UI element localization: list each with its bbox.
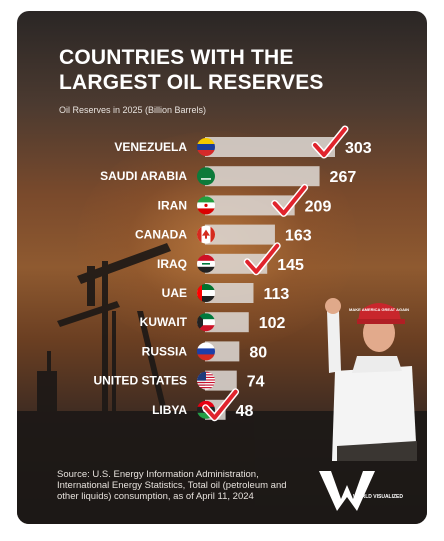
country-label: UNITED STATES bbox=[93, 374, 187, 388]
country-label: CANADA bbox=[135, 228, 187, 242]
person-illustration: MAKE AMERICA GREAT AGAIN bbox=[325, 298, 417, 461]
flag-stripe bbox=[197, 266, 215, 273]
flag-stripe bbox=[197, 144, 215, 151]
iran-flag-icon bbox=[197, 196, 215, 215]
bar-row: KUWAIT 102 bbox=[140, 312, 286, 333]
country-label: KUWAIT bbox=[140, 315, 188, 329]
page-title: COUNTRIES WITH THE LARGEST OIL RESERVES bbox=[59, 46, 324, 94]
value-label: 303 bbox=[345, 140, 372, 157]
flag-stripe bbox=[197, 342, 215, 349]
flag-stripe bbox=[197, 380, 215, 382]
flag-stripe bbox=[197, 388, 215, 390]
checkmark-icon bbox=[202, 388, 240, 422]
flag-stripe bbox=[197, 284, 215, 291]
country-label: LIBYA bbox=[152, 403, 187, 417]
flag-stripe bbox=[197, 383, 215, 385]
canada-flag-icon bbox=[197, 225, 215, 244]
flag-stripe bbox=[197, 325, 215, 332]
iraq-flag-icon bbox=[197, 254, 215, 273]
logo-text: WORLD VISUALIZED bbox=[353, 494, 403, 500]
bar-row: SAUDI ARABIA 267 bbox=[100, 166, 357, 187]
country-label: IRAQ bbox=[157, 257, 187, 271]
flag-stripe bbox=[197, 381, 215, 384]
flag-sword bbox=[201, 178, 211, 180]
checkmark-stroke bbox=[313, 127, 347, 157]
country-label: SAUDI ARABIA bbox=[100, 169, 187, 183]
bar-row: IRAQ 145 bbox=[157, 253, 304, 274]
source-note: Source: U.S. Energy Information Administ… bbox=[57, 469, 287, 502]
united-states-flag-icon bbox=[197, 371, 215, 390]
value-label: 102 bbox=[259, 315, 286, 332]
flag-stripe bbox=[197, 208, 215, 215]
flag-stripe bbox=[197, 290, 215, 297]
flag-stripe bbox=[197, 296, 215, 302]
uae-flag-icon bbox=[197, 284, 215, 302]
flag-stripe bbox=[197, 138, 215, 145]
bar-row: RUSSIA 80 bbox=[142, 341, 267, 362]
bar bbox=[205, 341, 240, 362]
venezuela-flag-icon bbox=[197, 138, 215, 156]
flag-stripe bbox=[197, 196, 215, 203]
checkmark-icon bbox=[243, 242, 281, 276]
country-label: VENEZUELA bbox=[114, 140, 187, 154]
flag-stripe bbox=[197, 319, 215, 326]
flag-band bbox=[197, 284, 202, 302]
flag-stripe bbox=[197, 354, 215, 361]
flag-stripe bbox=[197, 254, 215, 262]
kuwait-flag-icon bbox=[197, 313, 215, 332]
russia-flag-icon bbox=[197, 342, 215, 361]
value-label: 48 bbox=[236, 403, 254, 420]
bar bbox=[205, 224, 275, 245]
bar-row: IRAN 209 bbox=[158, 195, 332, 216]
bar-row: CANADA 163 bbox=[135, 224, 312, 245]
flag-band bbox=[210, 225, 215, 244]
country-label: UAE bbox=[162, 286, 187, 300]
flag-trapezoid bbox=[197, 313, 203, 332]
hat-text: MAKE AMERICA GREAT AGAIN bbox=[349, 307, 409, 312]
bar-row: UAE 113 bbox=[162, 283, 289, 303]
flag-band bbox=[197, 225, 202, 244]
bar bbox=[205, 312, 249, 333]
value-label: 267 bbox=[330, 169, 357, 186]
country-label: IRAN bbox=[158, 198, 187, 212]
value-label: 145 bbox=[277, 257, 304, 274]
flag-canton bbox=[197, 371, 206, 381]
flag-stripe bbox=[197, 150, 215, 156]
flag-emblem bbox=[204, 203, 208, 207]
bar-chart: VENEZUELA 303 SAUDI ARABIA 267 IRAN 209 CANADA… bbox=[93, 125, 372, 422]
bar bbox=[205, 283, 254, 303]
value-label: 80 bbox=[249, 344, 267, 361]
flag-stripe bbox=[197, 412, 215, 419]
flag-field bbox=[197, 167, 215, 186]
flag-script bbox=[202, 263, 210, 265]
country-label: RUSSIA bbox=[142, 344, 188, 358]
flag-stripe bbox=[197, 384, 215, 386]
flag-stripe bbox=[197, 400, 215, 408]
checkmark-icon bbox=[271, 183, 309, 217]
bar-row: VENEZUELA 303 bbox=[114, 137, 372, 157]
flag-stripe bbox=[197, 313, 215, 320]
bar-row: UNITED STATES 74 bbox=[93, 370, 265, 391]
world-visualized-logo-icon bbox=[319, 471, 375, 511]
infographic-card: MAKE AMERICA GREAT AGAIN COUNTRIES WITH … bbox=[17, 11, 427, 524]
flag-leaf bbox=[202, 229, 210, 239]
chart-subtitle: Oil Reserves in 2025 (Billion Barrels) bbox=[59, 105, 207, 115]
bar bbox=[205, 137, 335, 157]
value-label: 163 bbox=[285, 228, 312, 245]
checkmark-stroke bbox=[245, 243, 280, 274]
checkmark-stroke bbox=[272, 185, 307, 216]
flag-stripe bbox=[197, 387, 215, 389]
flag-stripe bbox=[197, 348, 215, 355]
value-label: 209 bbox=[305, 198, 332, 215]
checkmark-stroke bbox=[203, 389, 238, 420]
bar bbox=[205, 195, 295, 216]
saudi-arabia-flag-icon bbox=[197, 167, 215, 186]
flag-stripe bbox=[197, 385, 215, 388]
checkmark-icon bbox=[311, 125, 349, 159]
bar bbox=[205, 166, 320, 187]
value-label: 113 bbox=[263, 286, 289, 303]
value-label: 74 bbox=[247, 374, 265, 391]
